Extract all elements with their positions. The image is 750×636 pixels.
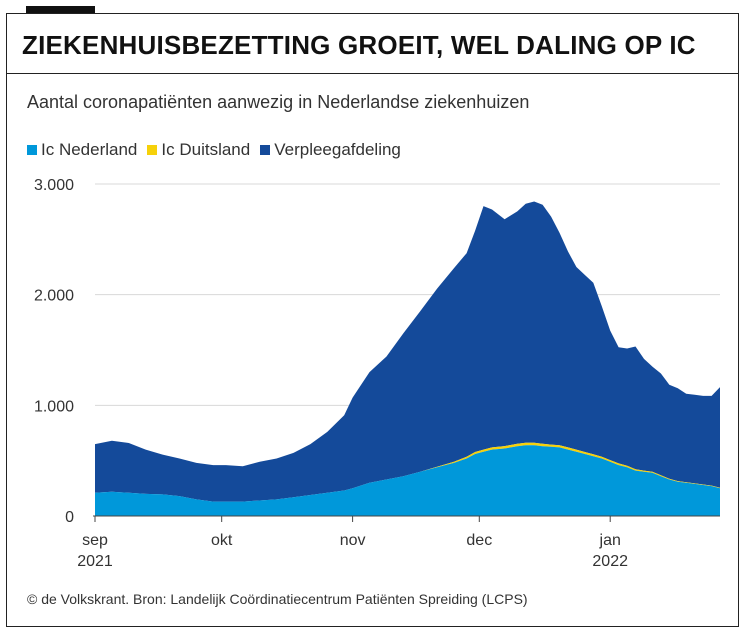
legend-item-ic-duitsland: Ic Duitsland	[147, 140, 250, 160]
y-tick-label: 2.000	[34, 288, 74, 305]
legend-item-verpleegafdeling: Verpleegafdeling	[260, 140, 401, 160]
x-tick-label: jan	[599, 532, 621, 549]
chart-title: ZIEKENHUISBEZETTING GROEIT, WEL DALING O…	[22, 30, 696, 60]
graphic-frame	[6, 13, 739, 627]
y-tick-label: 3.000	[34, 177, 74, 194]
legend-label-ic-duitsland: Ic Duitsland	[161, 140, 251, 159]
x-tick-label: sep	[82, 532, 108, 549]
legend-label-verpleegafdeling: Verpleegafdeling	[274, 140, 401, 159]
y-tick-label: 1.000	[34, 398, 74, 415]
legend-item-ic-nederland: Ic Nederland	[27, 140, 137, 160]
series-area-verpleegafdeling	[95, 201, 720, 502]
x-tick-label: nov	[340, 532, 366, 549]
legend-swatch-ic-nederland	[27, 145, 37, 155]
title-bar	[6, 13, 739, 74]
x-tick-label: dec	[466, 532, 492, 549]
legend: Ic Nederland Ic Duitsland Verpleegafdeli…	[27, 140, 411, 160]
x-tick-year-label: 2022	[592, 553, 628, 570]
top-accent-bar	[26, 6, 95, 14]
y-tick-label: 0	[65, 509, 74, 526]
source-credit: © de Volkskrant. Bron: Landelijk Coördin…	[27, 591, 528, 607]
legend-swatch-ic-duitsland	[147, 145, 158, 155]
series-area-ic-nederland	[95, 445, 720, 516]
legend-swatch-verpleegafdeling	[260, 145, 271, 155]
x-tick-year-label: 2021	[77, 553, 113, 570]
legend-label-ic-nederland: Ic Nederland	[41, 140, 138, 159]
chart-subtitle: Aantal coronapatiënten aanwezig in Neder…	[27, 92, 530, 112]
x-tick-label: okt	[211, 532, 233, 549]
